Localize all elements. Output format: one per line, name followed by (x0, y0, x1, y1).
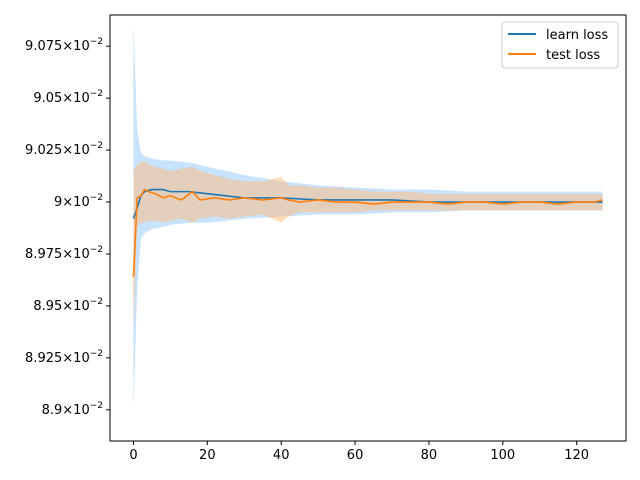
y-tick-times: × (62, 403, 73, 418)
y-tick-exponent: −2 (90, 89, 103, 99)
x-tick-label: 20 (199, 448, 216, 463)
y-tick-base: 10 (73, 403, 90, 418)
x-tick-label: 0 (129, 448, 137, 463)
y-tick-times: × (62, 195, 73, 210)
confidence-bands (133, 25, 603, 412)
y-tick-exponent: −2 (90, 37, 103, 47)
y-tick-mantissa: 8.95 (33, 299, 62, 314)
y-tick-label: 9.05×10−2 (33, 89, 103, 106)
y-tick-label: 9.075×10−2 (25, 37, 103, 54)
y-tick-mantissa: 9 (54, 195, 62, 210)
x-tick-label: 100 (490, 448, 515, 463)
series-lines (132, 188, 603, 277)
legend-label-learn: learn loss (546, 28, 608, 43)
y-tick-times: × (62, 351, 73, 366)
y-tick-exponent: −2 (90, 193, 103, 203)
confidence-band-learn (133, 25, 603, 412)
series-line-test (132, 188, 603, 277)
x-tick-label: 60 (347, 448, 364, 463)
y-tick-times: × (62, 91, 73, 106)
y-tick-mantissa: 8.9 (42, 403, 63, 418)
x-tick-label: 120 (564, 448, 589, 463)
y-tick-base: 10 (73, 351, 90, 366)
confidence-band-test (133, 160, 603, 338)
y-tick-base: 10 (73, 143, 90, 158)
x-axis: 0 20 40 60 80 100 120 (129, 441, 589, 463)
y-tick-times: × (62, 299, 73, 314)
y-tick-exponent: −2 (90, 141, 103, 151)
y-tick-exponent: −2 (90, 401, 103, 411)
y-tick-label: 8.95×10−2 (33, 297, 103, 314)
y-tick-exponent: −2 (90, 245, 103, 255)
y-tick-label: 8.975×10−2 (25, 245, 103, 262)
y-tick-base: 10 (73, 39, 90, 54)
y-tick-base: 10 (73, 247, 90, 262)
y-tick-mantissa: 9.075 (25, 39, 62, 54)
y-tick-label: 8.925×10−2 (25, 349, 103, 366)
y-tick-label: 9.025×10−2 (25, 141, 103, 158)
y-tick-mantissa: 9.05 (33, 91, 62, 106)
y-tick-label: 9×10−2 (54, 193, 103, 210)
y-tick-label: 8.9×10−2 (42, 401, 103, 418)
x-tick-label: 80 (421, 448, 438, 463)
y-tick-times: × (62, 39, 73, 54)
legend-label-test: test loss (546, 48, 600, 63)
y-tick-mantissa: 8.975 (25, 247, 62, 262)
y-tick-mantissa: 8.925 (25, 351, 62, 366)
y-tick-exponent: −2 (90, 297, 103, 307)
y-tick-base: 10 (73, 299, 90, 314)
y-tick-mantissa: 9.025 (25, 143, 62, 158)
y-tick-base: 10 (73, 195, 90, 210)
legend: learn loss test loss (501, 21, 619, 69)
y-tick-base: 10 (73, 91, 90, 106)
x-tick-label: 40 (273, 448, 290, 463)
y-tick-exponent: −2 (90, 349, 103, 359)
plot-frame (109, 14, 627, 442)
y-tick-times: × (62, 247, 73, 262)
y-tick-times: × (62, 143, 73, 158)
y-axis: 8.9×10−28.925×10−28.95×10−28.975×10−29×1… (25, 37, 110, 418)
